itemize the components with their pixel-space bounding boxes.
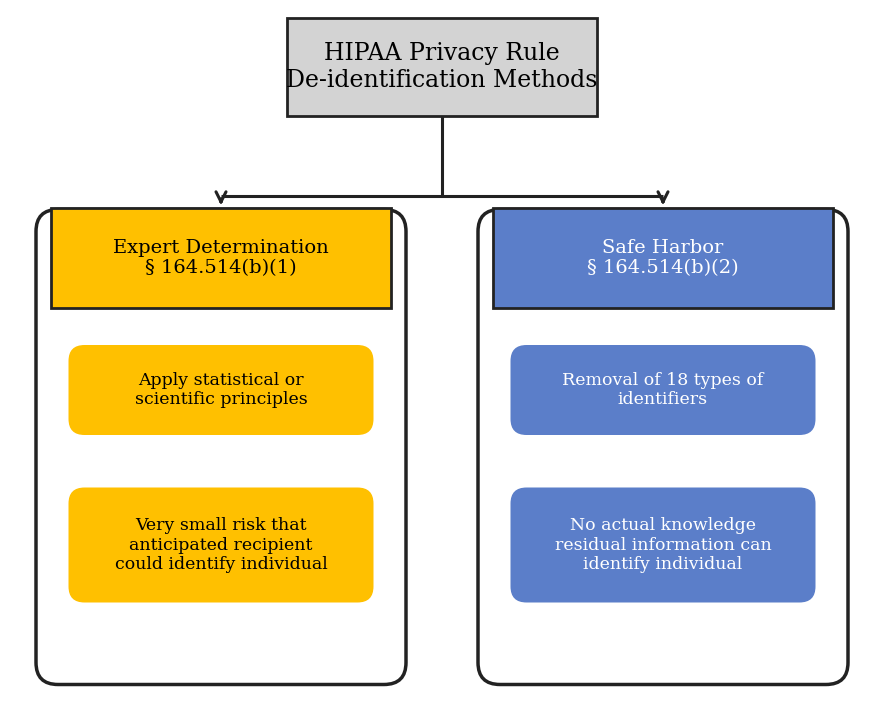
Text: HIPAA Privacy Rule
De-identification Methods: HIPAA Privacy Rule De-identification Met… — [286, 42, 598, 92]
FancyBboxPatch shape — [478, 210, 848, 684]
Text: No actual knowledge
residual information can
identify individual: No actual knowledge residual information… — [554, 517, 772, 573]
Text: Expert Determination
§ 164.514(b)(1): Expert Determination § 164.514(b)(1) — [113, 239, 329, 277]
Bar — [51, 208, 391, 308]
FancyBboxPatch shape — [36, 210, 406, 684]
FancyBboxPatch shape — [510, 487, 816, 603]
Bar — [287, 18, 597, 116]
FancyBboxPatch shape — [68, 487, 374, 603]
FancyBboxPatch shape — [510, 345, 816, 435]
Text: Apply statistical or
scientific principles: Apply statistical or scientific principl… — [134, 372, 308, 408]
Text: Very small risk that
anticipated recipient
could identify individual: Very small risk that anticipated recipie… — [115, 517, 327, 573]
Bar — [493, 208, 833, 308]
Text: Removal of 18 types of
identifiers: Removal of 18 types of identifiers — [562, 372, 764, 408]
Text: Safe Harbor
§ 164.514(b)(2): Safe Harbor § 164.514(b)(2) — [587, 239, 739, 277]
FancyBboxPatch shape — [68, 345, 374, 435]
